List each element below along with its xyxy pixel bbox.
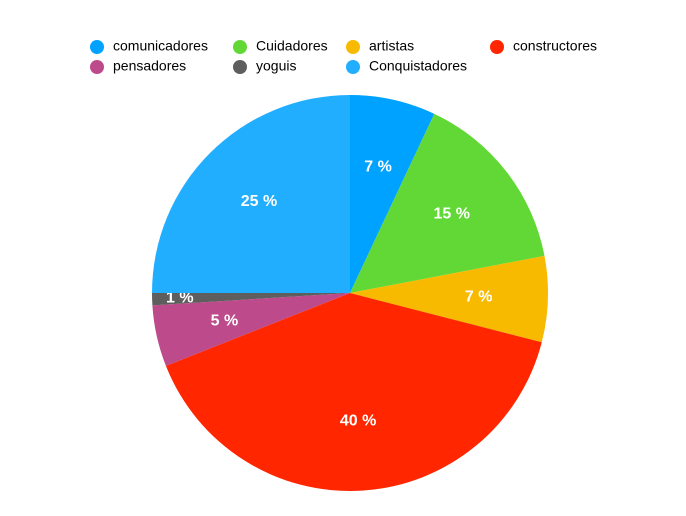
slice-label: 25 % <box>241 193 277 210</box>
slice-label: 7 % <box>465 288 493 305</box>
pie-slice <box>350 95 435 293</box>
pie-slice <box>350 113 545 294</box>
legend-label: Conquistadores <box>369 58 467 74</box>
legend-marker <box>90 60 104 74</box>
legend-marker <box>233 40 247 54</box>
legend-label: yoguis <box>256 58 296 74</box>
pie-slice <box>165 293 542 491</box>
slice-label: 5 % <box>211 312 239 329</box>
pie-slice <box>152 293 350 366</box>
legend-marker <box>90 40 104 54</box>
slice-label: 40 % <box>340 413 376 430</box>
legend-label: comunicadores <box>113 38 208 54</box>
legend-marker <box>233 60 247 74</box>
pie-slice <box>350 255 548 343</box>
legend-label: artistas <box>369 38 414 54</box>
legend-label: constructores <box>513 38 597 54</box>
legend-label: pensadores <box>113 58 186 74</box>
legend-marker <box>346 40 360 54</box>
slice-label: 1 % <box>166 290 194 307</box>
legend-marker <box>346 60 360 74</box>
slice-label: 7 % <box>364 159 392 176</box>
legend-marker <box>490 40 504 54</box>
slice-label: 15 % <box>433 205 469 222</box>
pie-slice <box>152 293 350 306</box>
pie-slice <box>152 95 350 293</box>
legend-label: Cuidadores <box>256 38 328 54</box>
